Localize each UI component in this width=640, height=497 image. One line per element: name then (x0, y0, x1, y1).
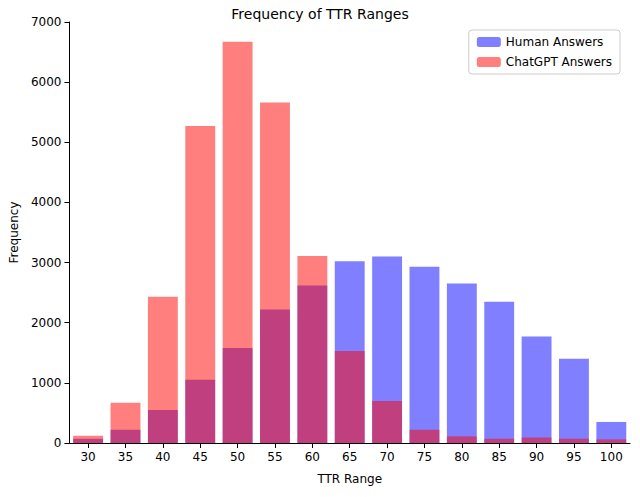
svg-text:80: 80 (454, 450, 469, 464)
svg-text:95: 95 (566, 450, 581, 464)
svg-text:Human Answers: Human Answers (506, 35, 604, 49)
svg-text:6000: 6000 (31, 75, 62, 89)
svg-text:2000: 2000 (31, 316, 62, 330)
svg-text:TTR Range: TTR Range (316, 472, 382, 486)
svg-text:35: 35 (118, 450, 133, 464)
svg-text:65: 65 (342, 450, 357, 464)
svg-text:75: 75 (417, 450, 432, 464)
svg-text:45: 45 (193, 450, 208, 464)
svg-text:ChatGPT Answers: ChatGPT Answers (506, 55, 612, 69)
svg-text:5000: 5000 (31, 135, 62, 149)
svg-text:60: 60 (305, 450, 320, 464)
svg-text:0: 0 (54, 436, 62, 450)
svg-text:7000: 7000 (31, 15, 62, 29)
svg-text:50: 50 (230, 450, 245, 464)
svg-text:Frequency of TTR Ranges: Frequency of TTR Ranges (231, 6, 408, 22)
svg-text:3000: 3000 (31, 256, 62, 270)
svg-text:Frequency: Frequency (7, 202, 21, 264)
svg-text:55: 55 (267, 450, 282, 464)
svg-text:30: 30 (80, 450, 95, 464)
svg-text:85: 85 (492, 450, 507, 464)
svg-text:1000: 1000 (31, 376, 62, 390)
svg-text:4000: 4000 (31, 195, 62, 209)
svg-text:70: 70 (379, 450, 394, 464)
svg-text:100: 100 (600, 450, 623, 464)
svg-text:90: 90 (529, 450, 544, 464)
svg-text:40: 40 (155, 450, 170, 464)
